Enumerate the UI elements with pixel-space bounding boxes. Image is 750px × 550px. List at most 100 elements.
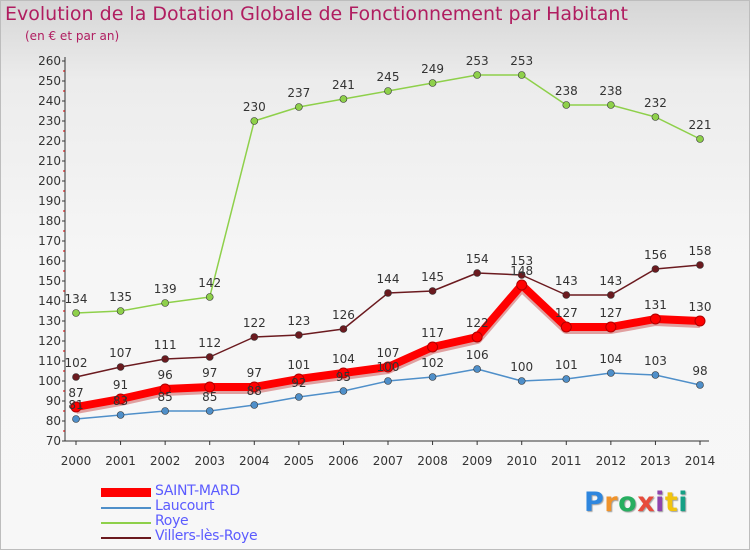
data-label-roye: 230 (243, 100, 266, 114)
data-label-saint-mard: 122 (466, 316, 489, 330)
data-label-roye: 249 (421, 62, 444, 76)
data-point-villers-l-s-roye (384, 289, 392, 297)
data-label-roye: 253 (466, 54, 489, 68)
y-tick-label: 180 (38, 214, 61, 228)
data-point-laucourt (72, 415, 80, 423)
logo-letter: i (655, 487, 665, 518)
data-point-roye (250, 117, 259, 125)
data-label-laucourt: 83 (113, 394, 128, 408)
data-label-saint-mard: 101 (287, 358, 310, 372)
chart-title: Evolution de la Dotation Globale de Fonc… (5, 3, 628, 25)
y-tick-label: 150 (38, 274, 61, 288)
data-point-roye (517, 71, 526, 79)
data-label-villers-l-s-roye: 111 (154, 338, 177, 352)
data-point-roye (473, 71, 481, 79)
data-point-saint-mard (115, 393, 127, 405)
x-tick-label: 2005 (284, 454, 315, 468)
data-point-roye (205, 293, 214, 301)
data-point-villers-l-s-roye (428, 287, 437, 295)
data-label-villers-l-s-roye: 145 (421, 270, 444, 284)
data-label-roye: 245 (377, 70, 400, 84)
data-point-villers-l-s-roye (651, 265, 660, 273)
data-point-roye (384, 87, 392, 95)
y-tick-label: 250 (38, 74, 61, 88)
data-label-saint-mard: 130 (689, 300, 712, 314)
data-point-laucourt (295, 393, 303, 401)
data-point-villers-l-s-roye (696, 261, 704, 269)
data-point-saint-mard (159, 383, 171, 395)
data-label-laucourt: 85 (202, 390, 217, 404)
data-point-roye (295, 103, 303, 111)
logo-letter: x (637, 487, 656, 518)
y-tick-label: 120 (38, 334, 61, 348)
data-point-villers-l-s-roye (517, 271, 526, 279)
data-point-saint-mard (427, 341, 439, 353)
data-label-roye: 134 (65, 292, 88, 306)
y-tick-label: 100 (38, 374, 61, 388)
x-tick-label: 2000 (61, 454, 92, 468)
data-point-villers-l-s-roye (116, 363, 125, 371)
data-point-saint-mard (649, 313, 661, 325)
y-tick-label: 90 (46, 394, 61, 408)
data-label-laucourt: 103 (644, 354, 667, 368)
data-label-saint-mard: 131 (644, 298, 667, 312)
legend-swatch (101, 488, 151, 497)
data-label-laucourt: 98 (692, 364, 707, 378)
data-label-saint-mard: 104 (332, 352, 355, 366)
data-label-roye: 135 (109, 290, 132, 304)
data-point-villers-l-s-roye (339, 325, 348, 333)
data-label-roye: 232 (644, 96, 667, 110)
data-label-saint-mard: 97 (202, 366, 217, 380)
data-point-laucourt (428, 373, 437, 381)
proxiti-logo: Proxiti (584, 487, 688, 518)
data-point-villers-l-s-roye (250, 333, 259, 341)
data-point-laucourt (161, 407, 169, 415)
legend-swatch (101, 536, 151, 539)
x-tick-label: 2003 (194, 454, 225, 468)
data-point-saint-mard (694, 315, 706, 327)
x-tick-label: 2014 (685, 454, 716, 468)
logo-letter: r (604, 487, 619, 518)
data-label-villers-l-s-roye: 144 (377, 272, 400, 286)
data-point-villers-l-s-roye (72, 373, 80, 381)
data-label-saint-mard: 91 (113, 378, 128, 392)
logo-letter: P (584, 487, 605, 518)
data-label-villers-l-s-roye: 122 (243, 316, 266, 330)
data-label-villers-l-s-roye: 112 (198, 336, 221, 350)
data-point-laucourt (517, 377, 526, 385)
data-point-roye (339, 95, 348, 103)
data-point-saint-mard (337, 367, 349, 379)
x-tick-label: 2012 (596, 454, 627, 468)
data-label-villers-l-s-roye: 123 (287, 314, 310, 328)
y-tick-label: 110 (38, 354, 61, 368)
x-tick-label: 2007 (373, 454, 404, 468)
data-point-saint-mard (560, 321, 572, 333)
data-label-laucourt: 101 (555, 358, 578, 372)
y-tick-label: 230 (38, 114, 61, 128)
data-point-roye (651, 113, 660, 121)
data-point-roye (696, 135, 704, 143)
y-tick-label: 200 (38, 174, 61, 188)
data-point-saint-mard (605, 321, 617, 333)
data-label-saint-mard: 148 (510, 264, 533, 278)
data-point-roye (607, 101, 615, 109)
data-label-saint-mard: 107 (377, 346, 400, 360)
data-label-laucourt: 100 (510, 360, 533, 374)
legend-label: Villers-lès-Roye (155, 528, 258, 544)
y-tick-label: 70 (46, 434, 61, 448)
data-point-laucourt (250, 401, 259, 409)
x-tick-label: 2004 (239, 454, 270, 468)
data-point-laucourt (473, 365, 481, 373)
data-label-saint-mard: 127 (599, 306, 622, 320)
data-label-villers-l-s-roye: 102 (65, 356, 88, 370)
data-label-villers-l-s-roye: 107 (109, 346, 132, 360)
data-label-villers-l-s-roye: 158 (689, 244, 712, 258)
data-point-laucourt (696, 381, 704, 389)
data-point-roye (116, 307, 125, 315)
data-point-saint-mard (471, 331, 483, 343)
data-label-villers-l-s-roye: 153 (510, 254, 533, 268)
data-point-villers-l-s-roye (205, 353, 214, 361)
data-point-laucourt (651, 371, 660, 379)
y-tick-label: 260 (38, 54, 61, 68)
